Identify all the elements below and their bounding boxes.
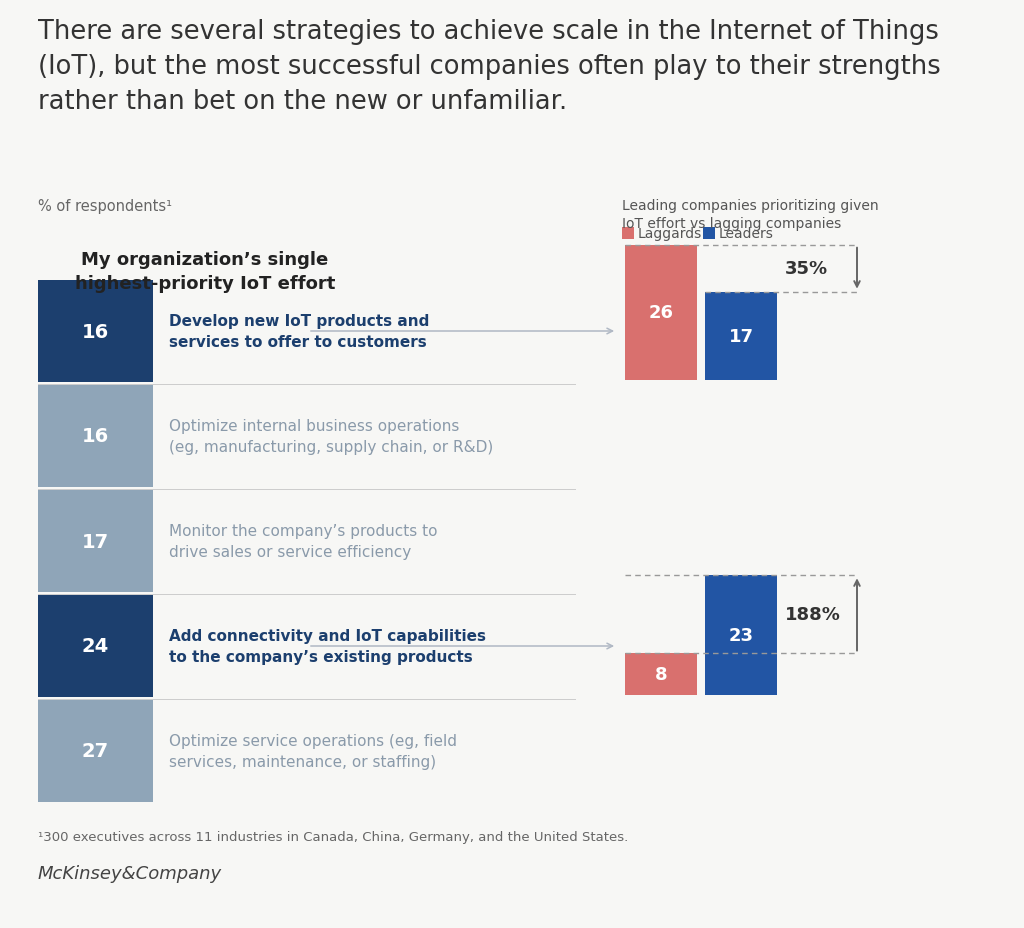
Text: ¹300 executives across 11 industries in Canada, China, Germany, and the United S: ¹300 executives across 11 industries in … [38,831,629,844]
Bar [38,491,153,592]
Text: Laggards: Laggards [638,226,702,240]
Text: % of respondents¹: % of respondents¹ [38,199,172,213]
Text: 27: 27 [82,741,110,761]
Bar [38,280,153,382]
Text: 16: 16 [82,322,110,342]
Bar [38,701,153,802]
Text: 26: 26 [648,304,674,322]
Text: Optimize service operations (eg, field
services, maintenance, or staffing): Optimize service operations (eg, field s… [169,733,457,769]
Bar [705,292,777,380]
Bar [703,227,715,239]
Bar [625,653,697,695]
Text: 23: 23 [728,626,754,645]
Bar [38,386,153,487]
Text: 8: 8 [654,665,668,683]
Text: Monitor the company’s products to
drive sales or service efficiency: Monitor the company’s products to drive … [169,523,437,559]
Bar [705,575,777,695]
Text: 16: 16 [82,427,110,446]
Text: My organization’s single
highest-priority IoT effort: My organization’s single highest-priorit… [75,251,335,292]
Text: Leading companies prioritizing given
IoT effort vs lagging companies: Leading companies prioritizing given IoT… [622,199,879,231]
Text: Optimize internal business operations
(eg, manufacturing, supply chain, or R&D): Optimize internal business operations (e… [169,419,494,454]
Bar [622,227,634,239]
Text: There are several strategies to achieve scale in the Internet of Things
(IoT), b: There are several strategies to achieve … [38,19,941,115]
Text: Leaders: Leaders [719,226,774,240]
Text: 188%: 188% [785,606,841,624]
Text: McKinsey&Company: McKinsey&Company [38,864,222,882]
Text: Develop new IoT products and
services to offer to customers: Develop new IoT products and services to… [169,314,429,349]
Text: 24: 24 [82,637,110,656]
Bar [38,596,153,697]
Bar [625,246,697,380]
Text: 17: 17 [82,532,110,551]
Text: Add connectivity and IoT capabilities
to the company’s existing products: Add connectivity and IoT capabilities to… [169,628,486,664]
Text: 35%: 35% [785,260,828,277]
Text: 17: 17 [728,328,754,345]
